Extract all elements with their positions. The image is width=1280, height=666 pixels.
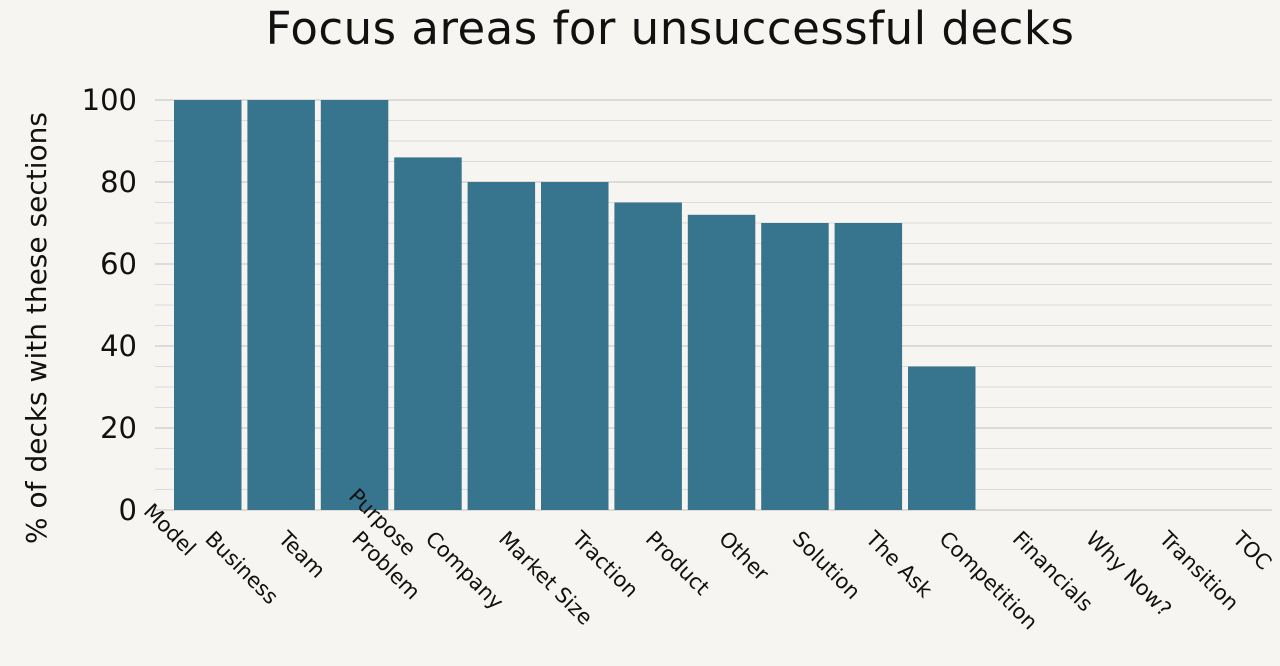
x-tick-label: TOC xyxy=(1227,526,1276,575)
y-axis-ticks: 0 20 40 60 80 100 xyxy=(82,83,137,527)
x-tick-label: Traction xyxy=(567,526,643,602)
x-tick-label: Product xyxy=(641,527,714,600)
bar-problem xyxy=(320,100,389,510)
x-tick-label: The Ask xyxy=(860,526,937,603)
y-tick-label: 80 xyxy=(100,165,137,199)
bar-company-purpose xyxy=(394,157,462,510)
bars xyxy=(174,100,976,511)
bar-the-ask xyxy=(834,223,903,510)
bar-business-model xyxy=(174,100,242,510)
bar-traction xyxy=(541,182,609,510)
bar-other xyxy=(687,214,756,511)
bar-market-size xyxy=(467,182,536,510)
bar-solution xyxy=(761,223,829,510)
y-tick-label: 0 xyxy=(119,493,137,527)
y-tick-label: 100 xyxy=(82,83,137,117)
y-tick-label: 60 xyxy=(100,247,137,281)
y-tick-label: 20 xyxy=(100,411,137,445)
y-tick-label: 40 xyxy=(100,329,137,363)
bar-competition xyxy=(908,366,976,510)
x-tick-label: Other xyxy=(714,527,773,586)
x-tick-label: Solution xyxy=(788,527,865,604)
y-axis-label: % of decks with these sections xyxy=(20,112,53,544)
bar-product xyxy=(614,202,682,510)
bar-team xyxy=(247,100,315,510)
chart-title: Focus areas for unsuccessful decks xyxy=(265,2,1075,55)
x-tick-label: Team xyxy=(273,526,330,583)
